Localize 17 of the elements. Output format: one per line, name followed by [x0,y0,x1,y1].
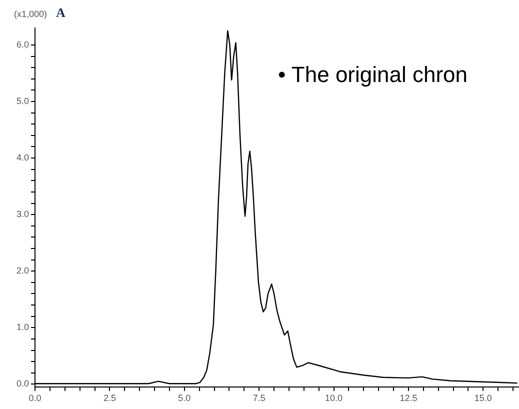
y-tick-label: 1.0 [16,322,29,332]
chart-title: A [56,5,66,21]
x-tick-label: 7.5 [252,392,266,403]
annotation: • The original chron [278,62,468,88]
y-tick-label: 4.0 [16,152,29,163]
y-tick-label: 5.0 [16,96,29,106]
x-tick-label: 10.0 [325,392,343,403]
x-tick-label: 12.5 [400,392,418,403]
y-tick-label: 6.0 [16,39,29,50]
y-axis-title: (x1,000) [14,9,48,19]
y-tick-label: 2.0 [16,266,29,276]
y-tick-label: 0.0 [16,378,29,389]
x-tick-label: 15.0 [474,392,492,403]
x-tick-label: 0.0 [28,392,42,403]
x-tick-label: 2.5 [103,392,116,403]
x-tick-label: 5.0 [178,392,191,403]
y-tick-label: 3.0 [16,209,29,220]
